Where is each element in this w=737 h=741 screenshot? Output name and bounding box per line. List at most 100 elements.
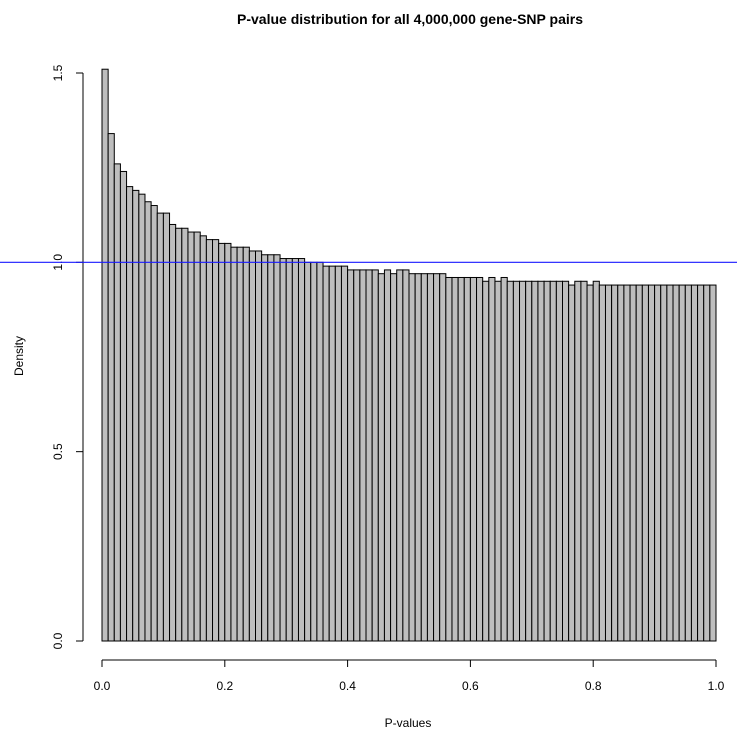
y-tick-label: 0.0 xyxy=(51,632,65,649)
histogram-bar xyxy=(414,273,422,642)
histogram-bar xyxy=(101,68,109,642)
histogram-bar xyxy=(340,265,349,642)
histogram-bar xyxy=(439,273,447,642)
histogram-bar xyxy=(175,227,183,642)
histogram-bar xyxy=(279,258,287,642)
histogram-bar xyxy=(132,189,140,642)
histogram-bar xyxy=(248,250,257,642)
histogram-bar xyxy=(611,284,619,642)
histogram-bar xyxy=(169,223,177,642)
histogram-bar xyxy=(660,284,668,642)
histogram-bar xyxy=(457,276,465,642)
histogram-bar xyxy=(451,276,459,642)
histogram-bar xyxy=(531,280,539,642)
histogram-bar xyxy=(371,269,379,642)
histogram-bar xyxy=(543,280,551,642)
histogram-bar xyxy=(598,284,606,642)
x-axis: 0.0 0.2 0.4 0.6 0.8 1.0 xyxy=(94,659,725,693)
histogram-bar xyxy=(592,280,600,642)
histogram-bar xyxy=(647,284,656,642)
histogram-bars xyxy=(101,68,717,642)
histogram-bar xyxy=(697,284,705,642)
histogram-bar xyxy=(525,280,533,642)
histogram-bar xyxy=(549,280,557,642)
histogram-bar xyxy=(255,250,263,642)
histogram-bar xyxy=(426,273,435,642)
y-axis: 0.00.51.01.5 xyxy=(51,64,84,649)
histogram-bar xyxy=(193,231,201,642)
histogram-bar xyxy=(672,284,680,642)
y-axis-label: Density xyxy=(12,336,26,376)
histogram-bar xyxy=(150,205,158,642)
histogram-bar xyxy=(383,269,392,642)
histogram-bar xyxy=(703,284,711,642)
histogram-bar xyxy=(617,284,625,642)
chart-title: P-value distribution for all 4,000,000 g… xyxy=(237,11,583,27)
histogram-bar xyxy=(390,273,398,642)
histogram-bar xyxy=(537,280,545,642)
histogram-bar xyxy=(291,258,299,642)
histogram-bar xyxy=(187,231,195,642)
histogram-bar xyxy=(205,239,214,642)
histogram-bar xyxy=(377,273,385,642)
histogram-bar xyxy=(199,235,207,642)
histogram-bar xyxy=(285,258,293,642)
y-tick-label: 0.5 xyxy=(51,443,65,460)
histogram-bar xyxy=(156,212,164,642)
histogram-bar xyxy=(433,273,441,642)
histogram-bar xyxy=(476,276,484,642)
histogram-bar xyxy=(604,284,613,642)
x-tick-label: 0.4 xyxy=(339,679,356,693)
histogram-bar xyxy=(322,265,330,642)
x-axis-label: P-values xyxy=(385,716,432,730)
histogram-bar xyxy=(126,186,134,642)
histogram-bar xyxy=(690,284,699,642)
histogram-bar xyxy=(138,193,146,642)
histogram-bar xyxy=(709,284,717,642)
histogram-bar xyxy=(162,212,171,642)
histogram-bar xyxy=(402,269,410,642)
histogram-bar xyxy=(144,201,152,642)
histogram-bar xyxy=(236,246,244,642)
x-tick-label: 0.0 xyxy=(94,679,111,693)
histogram-bar xyxy=(635,284,643,642)
histogram-bar xyxy=(310,261,318,642)
x-tick-label: 1.0 xyxy=(708,679,725,693)
x-tick-label: 0.6 xyxy=(462,679,479,693)
histogram-bar xyxy=(684,284,692,642)
histogram-bar xyxy=(304,261,312,642)
histogram-bar xyxy=(629,284,637,642)
histogram-bar xyxy=(580,280,588,642)
histogram-bar xyxy=(353,269,361,642)
histogram-bar xyxy=(242,246,250,642)
histogram-bar xyxy=(408,273,416,642)
histogram-bar xyxy=(297,258,306,642)
histogram-bar xyxy=(218,242,226,642)
histogram-bar xyxy=(119,170,128,642)
histogram-bar xyxy=(230,246,238,642)
histogram-bar xyxy=(666,284,674,642)
histogram-bar xyxy=(445,276,453,642)
histogram-bar xyxy=(463,276,471,642)
histogram-bar xyxy=(500,276,508,642)
histogram-bar xyxy=(334,265,342,642)
histogram-bar xyxy=(678,284,686,642)
histogram-bar xyxy=(261,254,269,642)
histogram-bar xyxy=(654,284,662,642)
histogram-bar xyxy=(396,269,404,642)
histogram-bar xyxy=(586,284,594,642)
histogram-bar xyxy=(212,239,220,642)
histogram-bar xyxy=(273,254,281,642)
histogram-bar xyxy=(641,284,649,642)
histogram-bar xyxy=(555,280,563,642)
histogram-bar xyxy=(267,254,275,642)
histogram-bar xyxy=(328,265,336,642)
histogram-bar xyxy=(224,242,232,642)
histogram-bar xyxy=(494,280,502,642)
histogram-bar xyxy=(488,276,496,642)
x-tick-label: 0.8 xyxy=(585,679,602,693)
histogram-bar xyxy=(420,273,428,642)
histogram-bar xyxy=(181,227,189,642)
histogram-bar xyxy=(365,269,373,642)
